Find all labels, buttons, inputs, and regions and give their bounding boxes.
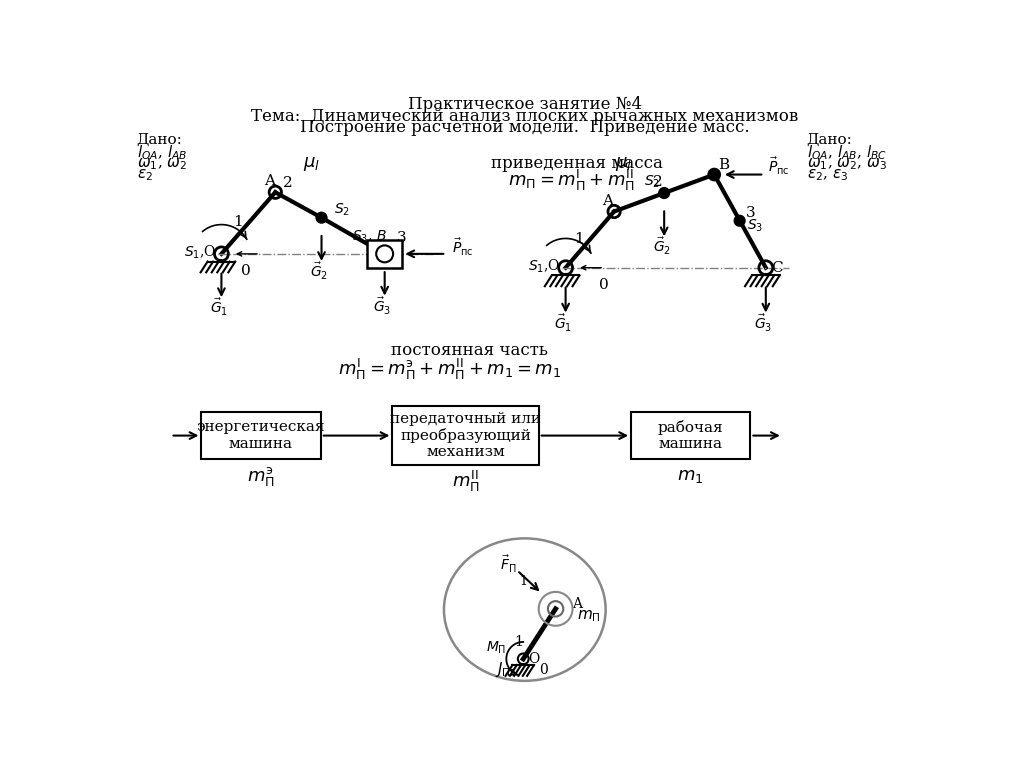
Bar <box>392 406 539 465</box>
Text: постоянная часть: постоянная часть <box>391 342 548 359</box>
Text: $l_{OA}$, $l_{AB}$: $l_{OA}$, $l_{AB}$ <box>137 143 187 161</box>
Text: 3: 3 <box>396 231 407 246</box>
Text: рабочая
машина: рабочая машина <box>657 420 723 451</box>
Text: $S_1$,O: $S_1$,O <box>528 257 560 275</box>
Text: $J_{\Pi}$: $J_{\Pi}$ <box>496 660 511 679</box>
Text: $\varepsilon_2$, $\varepsilon_3$: $\varepsilon_2$, $\varepsilon_3$ <box>807 167 848 184</box>
Text: A: A <box>263 174 274 188</box>
Text: $\vec{P}_{\text{пс}}$: $\vec{P}_{\text{пс}}$ <box>453 237 474 258</box>
Text: 0: 0 <box>599 278 609 292</box>
Text: 1: 1 <box>573 232 584 247</box>
Text: $S_2$: $S_2$ <box>334 202 350 218</box>
Text: C: C <box>771 260 782 275</box>
Text: 0: 0 <box>539 663 548 677</box>
Text: A: A <box>572 598 583 611</box>
Text: 1: 1 <box>233 214 244 229</box>
Text: $\vec{G}_2$: $\vec{G}_2$ <box>310 261 329 282</box>
Text: Построение расчетной модели.  Приведение масс.: Построение расчетной модели. Приведение … <box>300 119 750 136</box>
Text: B: B <box>718 158 729 172</box>
Text: $\vec{F}_{\Pi}$: $\vec{F}_{\Pi}$ <box>500 554 516 574</box>
Text: $m_{\Pi}$: $m_{\Pi}$ <box>578 609 601 624</box>
Text: $m_{\Pi}^{\mathrm{э}}$: $m_{\Pi}^{\mathrm{э}}$ <box>247 465 274 488</box>
Text: $S_3$: $S_3$ <box>746 217 763 233</box>
Bar <box>202 412 321 459</box>
Text: $\varepsilon_2$: $\varepsilon_2$ <box>137 167 153 184</box>
Bar <box>367 240 402 268</box>
Text: $\vec{G}_2$: $\vec{G}_2$ <box>653 237 671 257</box>
Text: $l_{OA}$, $l_{AB}$, $l_{BC}$: $l_{OA}$, $l_{AB}$, $l_{BC}$ <box>807 143 887 161</box>
Text: $\vec{P}_{\text{пс}}$: $\vec{P}_{\text{пс}}$ <box>768 157 790 177</box>
Text: 1: 1 <box>519 574 527 588</box>
Text: 2: 2 <box>653 175 663 189</box>
Text: A: A <box>602 194 613 207</box>
Text: O: O <box>528 652 540 666</box>
Text: $m_{\Pi}^{\mathrm{I}} = m_{\Pi}^{\mathrm{э}} + m_{\Pi}^{\mathrm{II}} + m_1 = m_1: $m_{\Pi}^{\mathrm{I}} = m_{\Pi}^{\mathrm… <box>339 357 562 382</box>
Text: $\omega_1$, $\omega_2$: $\omega_1$, $\omega_2$ <box>137 156 186 171</box>
Text: Тема:  Динамический анализ плоских рычажных механизмов: Тема: Динамический анализ плоских рычажн… <box>251 108 799 124</box>
Text: $\vec{G}_3$: $\vec{G}_3$ <box>373 296 391 316</box>
Circle shape <box>708 168 720 180</box>
Text: $\mu_l$: $\mu_l$ <box>614 155 632 173</box>
Text: 0: 0 <box>242 263 251 278</box>
Text: Дано:: Дано: <box>807 133 853 147</box>
Text: $m_1$: $m_1$ <box>677 468 703 485</box>
Text: $\omega_1$, $\omega_2$, $\omega_3$: $\omega_1$, $\omega_2$, $\omega_3$ <box>807 156 887 171</box>
Text: Практическое занятие №4: Практическое занятие №4 <box>408 96 642 113</box>
Text: 2: 2 <box>283 176 293 190</box>
Text: передаточный или
преобразующий
механизм: передаточный или преобразующий механизм <box>390 412 541 459</box>
Circle shape <box>658 187 670 198</box>
Text: $\mu_l$: $\mu_l$ <box>303 155 321 173</box>
Text: $S_2$: $S_2$ <box>644 174 659 190</box>
Text: $m_{\Pi}^{\mathrm{II}}$: $m_{\Pi}^{\mathrm{II}}$ <box>452 469 479 495</box>
Text: 1: 1 <box>514 635 523 649</box>
Ellipse shape <box>444 538 605 680</box>
Text: $M_{\Pi}$: $M_{\Pi}$ <box>486 639 507 656</box>
Text: $\vec{G}_1$: $\vec{G}_1$ <box>554 313 572 333</box>
Text: Дано:: Дано: <box>137 133 182 147</box>
Text: $\vec{G}_1$: $\vec{G}_1$ <box>210 297 228 318</box>
Text: энергетическая
машина: энергетическая машина <box>197 421 325 451</box>
Circle shape <box>316 212 327 223</box>
Text: $m_{\Pi} = m_{\Pi}^{\mathrm{I}} + m_{\Pi}^{\mathrm{II}}$: $m_{\Pi} = m_{\Pi}^{\mathrm{I}} + m_{\Pi… <box>508 168 635 194</box>
Circle shape <box>734 215 745 226</box>
Bar <box>631 412 751 459</box>
Text: $S_1$,O: $S_1$,O <box>183 243 216 261</box>
Text: $\vec{G}_3$: $\vec{G}_3$ <box>755 313 773 333</box>
Text: $S_3$, $B$: $S_3$, $B$ <box>352 229 387 245</box>
Text: приведенная масса: приведенная масса <box>492 155 664 172</box>
Text: 3: 3 <box>745 206 756 220</box>
